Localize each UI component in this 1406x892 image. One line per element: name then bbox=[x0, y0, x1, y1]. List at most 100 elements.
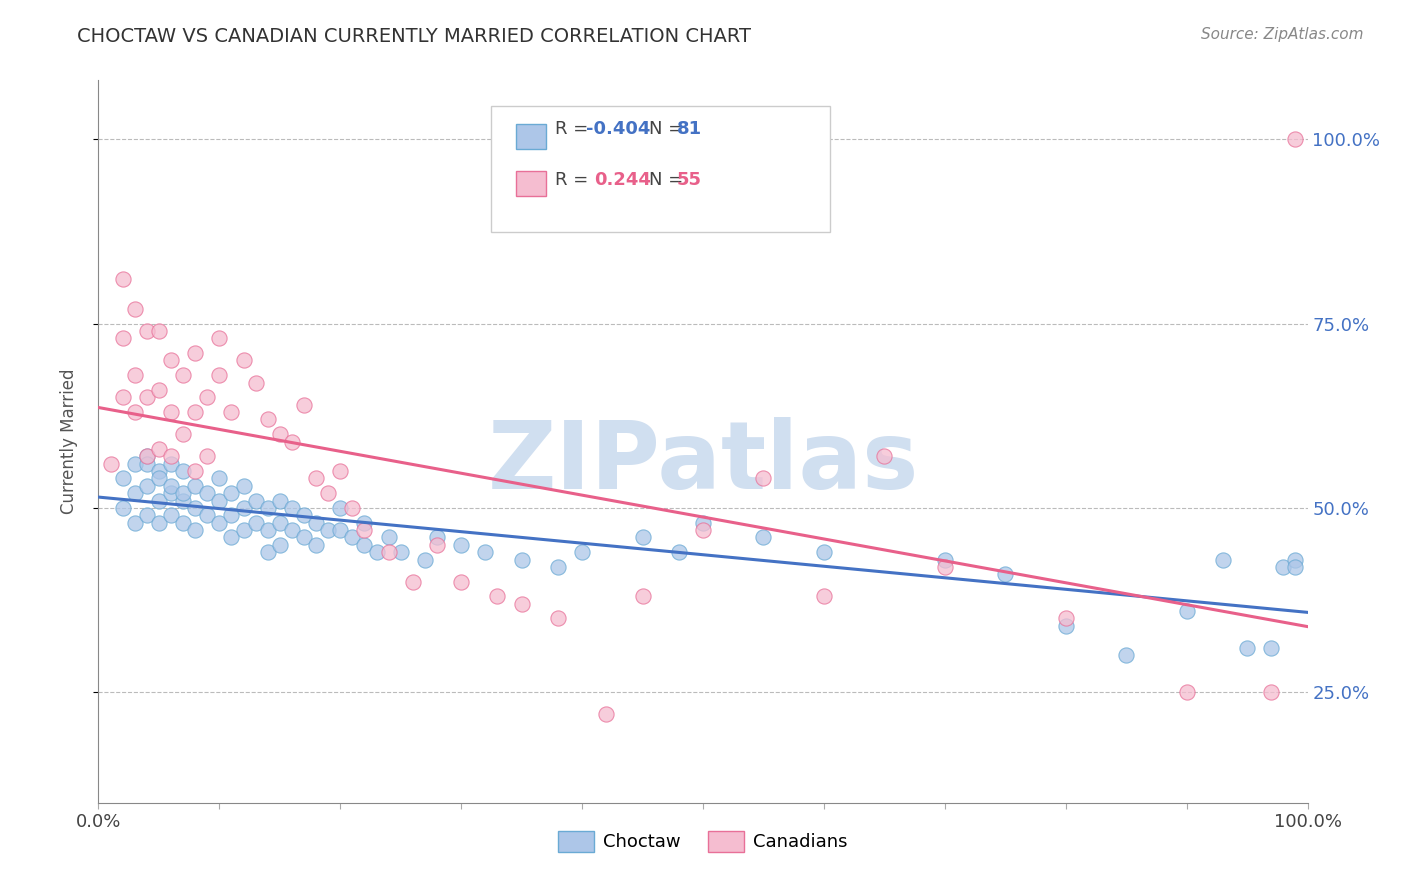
Point bbox=[124, 368, 146, 383]
Point bbox=[221, 486, 243, 500]
Text: R =: R = bbox=[555, 120, 595, 138]
Point bbox=[1284, 132, 1306, 146]
Point bbox=[1175, 604, 1198, 618]
Text: -0.404: -0.404 bbox=[586, 120, 650, 138]
Point bbox=[292, 530, 315, 544]
Point bbox=[571, 545, 593, 559]
Point bbox=[329, 523, 352, 537]
Point bbox=[256, 412, 278, 426]
Point bbox=[269, 516, 291, 530]
Point bbox=[124, 405, 146, 419]
Point bbox=[873, 450, 896, 464]
Point bbox=[160, 486, 183, 500]
Point bbox=[148, 493, 170, 508]
Point bbox=[245, 376, 267, 390]
FancyBboxPatch shape bbox=[492, 105, 830, 232]
Point bbox=[245, 516, 267, 530]
Point bbox=[389, 545, 412, 559]
Point bbox=[221, 530, 243, 544]
Point bbox=[692, 516, 714, 530]
Point bbox=[124, 516, 146, 530]
Point bbox=[1260, 640, 1282, 655]
Point bbox=[934, 552, 956, 566]
Point bbox=[148, 324, 170, 338]
Point bbox=[305, 538, 328, 552]
Point bbox=[1284, 560, 1306, 574]
Point bbox=[160, 457, 183, 471]
Point bbox=[631, 590, 654, 604]
Point bbox=[353, 523, 375, 537]
Point bbox=[195, 508, 218, 523]
Point bbox=[547, 611, 569, 625]
Point bbox=[366, 545, 388, 559]
Point bbox=[221, 508, 243, 523]
Point bbox=[148, 442, 170, 456]
Point bbox=[111, 471, 134, 485]
Point bbox=[595, 707, 617, 722]
Point bbox=[547, 560, 569, 574]
Text: 81: 81 bbox=[676, 120, 702, 138]
Point bbox=[281, 500, 304, 515]
Point bbox=[111, 272, 134, 286]
Text: Source: ZipAtlas.com: Source: ZipAtlas.com bbox=[1201, 27, 1364, 42]
Point bbox=[752, 471, 775, 485]
Point bbox=[160, 450, 183, 464]
Point bbox=[269, 427, 291, 442]
Point bbox=[668, 545, 690, 559]
Point bbox=[813, 590, 835, 604]
Point bbox=[281, 434, 304, 449]
Point bbox=[1212, 552, 1234, 566]
Point bbox=[232, 500, 254, 515]
Text: 0.244: 0.244 bbox=[595, 171, 651, 189]
Point bbox=[342, 530, 364, 544]
Point bbox=[208, 493, 231, 508]
Point bbox=[292, 398, 315, 412]
Point bbox=[232, 523, 254, 537]
FancyBboxPatch shape bbox=[516, 124, 546, 149]
Point bbox=[232, 479, 254, 493]
Point bbox=[269, 493, 291, 508]
Point bbox=[135, 479, 157, 493]
Point bbox=[172, 368, 194, 383]
Point bbox=[184, 523, 207, 537]
Point bbox=[934, 560, 956, 574]
Point bbox=[184, 346, 207, 360]
Point bbox=[353, 516, 375, 530]
Point bbox=[1054, 619, 1077, 633]
Point bbox=[124, 301, 146, 316]
Point bbox=[172, 493, 194, 508]
Text: 55: 55 bbox=[676, 171, 702, 189]
Point bbox=[450, 538, 472, 552]
Point bbox=[329, 464, 352, 478]
Text: N =: N = bbox=[648, 120, 689, 138]
Point bbox=[172, 516, 194, 530]
Point bbox=[245, 493, 267, 508]
Point bbox=[1284, 552, 1306, 566]
Point bbox=[342, 500, 364, 515]
Point bbox=[426, 538, 449, 552]
Point bbox=[353, 538, 375, 552]
Point bbox=[316, 486, 339, 500]
Point bbox=[172, 486, 194, 500]
Point bbox=[148, 383, 170, 397]
Point bbox=[232, 353, 254, 368]
Text: ZIPatlas: ZIPatlas bbox=[488, 417, 918, 509]
Point bbox=[377, 545, 399, 559]
Point bbox=[474, 545, 496, 559]
Point bbox=[208, 516, 231, 530]
Point bbox=[1175, 685, 1198, 699]
Legend: Choctaw, Canadians: Choctaw, Canadians bbox=[551, 823, 855, 859]
Point bbox=[377, 530, 399, 544]
Point bbox=[292, 508, 315, 523]
Point bbox=[111, 500, 134, 515]
Point bbox=[124, 457, 146, 471]
Point bbox=[256, 523, 278, 537]
Point bbox=[172, 427, 194, 442]
Point bbox=[256, 500, 278, 515]
Point bbox=[269, 538, 291, 552]
Point bbox=[1115, 648, 1137, 663]
Point bbox=[184, 464, 207, 478]
Point bbox=[135, 457, 157, 471]
Text: R =: R = bbox=[555, 171, 600, 189]
Point bbox=[1236, 640, 1258, 655]
